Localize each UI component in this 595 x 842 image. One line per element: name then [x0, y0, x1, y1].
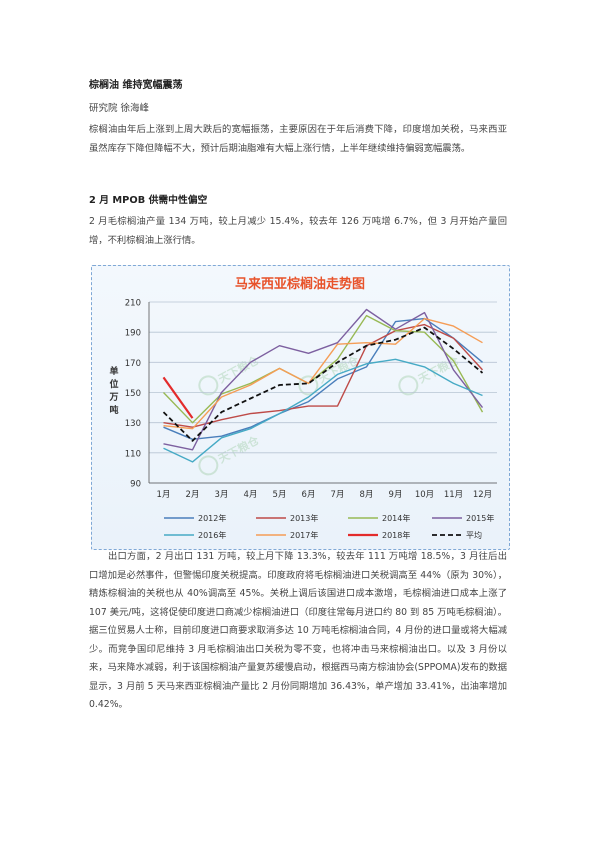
x-tick-label: 11月	[444, 490, 463, 500]
legend-label: 2017年	[290, 530, 318, 540]
legend-label: 2016年	[198, 530, 226, 540]
y-tick-label: 210	[125, 299, 141, 309]
chart-container: 马来西亚棕榈油走势图 天下粮仓 天下粮仓 天下粮仓 天下粮仓 90 110 130 150 170…	[91, 265, 510, 550]
x-tick-label: 3月	[215, 490, 229, 500]
y-tick-label: 110	[125, 449, 141, 459]
y-tick-label: 150	[125, 389, 141, 399]
legend-label: 2015年	[466, 513, 494, 523]
x-tick-label: 2月	[186, 490, 200, 500]
legend-label: 2014年	[382, 513, 410, 523]
chart-title: 马来西亚棕榈油走势图	[235, 276, 365, 292]
watermark-logo: 天下粮仓	[398, 352, 462, 396]
series-line	[163, 358, 483, 463]
x-tick-label: 10月	[415, 490, 434, 500]
x-tick-label: 8月	[360, 490, 374, 500]
section-heading: 2 月 MPOB 供需中性偏空	[89, 195, 208, 206]
series-line	[163, 317, 483, 430]
author-line: 研究院 徐海峰	[89, 103, 150, 114]
x-tick-label: 6月	[302, 490, 316, 500]
legend-label: 2013年	[290, 513, 318, 523]
x-tick-label: 12月	[473, 490, 492, 500]
y-axis-label: 单位万吨	[108, 365, 118, 416]
legend-label: 平均	[466, 530, 482, 540]
y-tick-label: 90	[130, 480, 141, 490]
production-paragraph: 2 月毛棕榈油产量 134 万吨，较上月减少 15.4%，较去年 126 万吨增…	[89, 216, 507, 246]
legend-label: 2012年	[198, 513, 226, 523]
legend-label: 2018年	[382, 530, 410, 540]
series-line	[162, 326, 484, 442]
x-tick-label: 7月	[331, 490, 345, 500]
x-tick-label: 9月	[389, 490, 403, 500]
article-title: 棕榈油 维持宽幅震荡	[89, 80, 183, 91]
x-tick-label: 4月	[244, 490, 258, 500]
y-tick-label: 170	[125, 359, 141, 369]
x-tick-label: 1月	[157, 490, 171, 500]
export-paragraph: 出口方面，2 月出口 131 万吨，较上月下降 13.3%，较去年 111 万吨…	[89, 551, 507, 710]
series-line	[162, 314, 484, 424]
series-line	[162, 376, 194, 419]
y-tick-label: 190	[125, 329, 141, 339]
series-line	[163, 323, 484, 428]
y-tick-label: 130	[125, 419, 141, 429]
svg-text:天下粮仓: 天下粮仓	[416, 352, 462, 385]
intro-paragraph: 棕榈油由年后上涨到上周大跌后的宽幅振荡，主要原因在于年后消费下降，印度增加关税，…	[89, 124, 507, 154]
x-tick-label: 5月	[273, 490, 287, 500]
